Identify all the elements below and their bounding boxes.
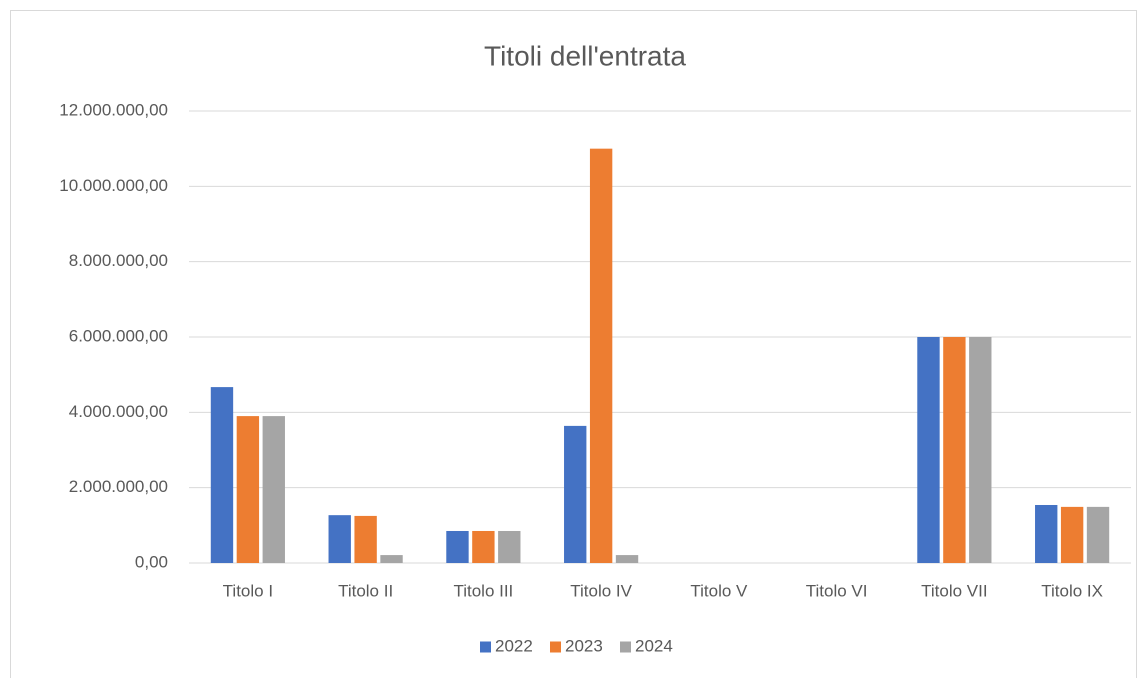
y-tick-label: 8.000.000,00 <box>69 251 168 270</box>
x-tick-label: Titolo I <box>223 581 273 600</box>
y-tick-label: 12.000.000,00 <box>59 100 168 119</box>
y-tick-label: 0,00 <box>135 552 168 571</box>
bar <box>1086 506 1110 563</box>
legend-swatch <box>550 641 561 653</box>
y-tick-label: 4.000.000,00 <box>69 402 168 421</box>
bar <box>380 555 403 563</box>
bar <box>969 337 992 563</box>
legend-label: 2023 <box>565 636 603 655</box>
y-tick-label: 2.000.000,00 <box>69 477 168 496</box>
x-tick-label: Titolo VII <box>921 581 987 600</box>
bar <box>1035 504 1058 563</box>
bar <box>943 337 966 563</box>
bar <box>446 530 469 563</box>
bar <box>236 416 260 563</box>
bar <box>589 148 613 563</box>
legend-label: 2022 <box>495 636 533 655</box>
legend-label: 2024 <box>635 636 673 655</box>
bar <box>354 515 377 563</box>
x-tick-label: Titolo IV <box>570 581 632 600</box>
y-tick-label: 6.000.000,00 <box>69 326 168 345</box>
bar <box>328 515 351 563</box>
chart-title: Titoli dell'entrata <box>484 40 686 71</box>
bar <box>262 416 285 563</box>
bar <box>498 530 521 563</box>
x-tick-label: Titolo VI <box>806 581 868 600</box>
bar <box>1060 506 1084 563</box>
bar <box>917 337 940 563</box>
x-tick-label: Titolo II <box>338 581 393 600</box>
x-tick-label: Titolo V <box>690 581 748 600</box>
x-tick-label: Titolo III <box>453 581 513 600</box>
bar <box>210 387 234 563</box>
legend-swatch <box>480 641 491 653</box>
legend-swatch <box>620 641 631 653</box>
x-tick-label: Titolo IX <box>1041 581 1103 600</box>
y-tick-label: 10.000.000,00 <box>59 176 168 195</box>
bar <box>615 555 639 563</box>
bar <box>564 425 587 563</box>
bar <box>472 530 495 563</box>
